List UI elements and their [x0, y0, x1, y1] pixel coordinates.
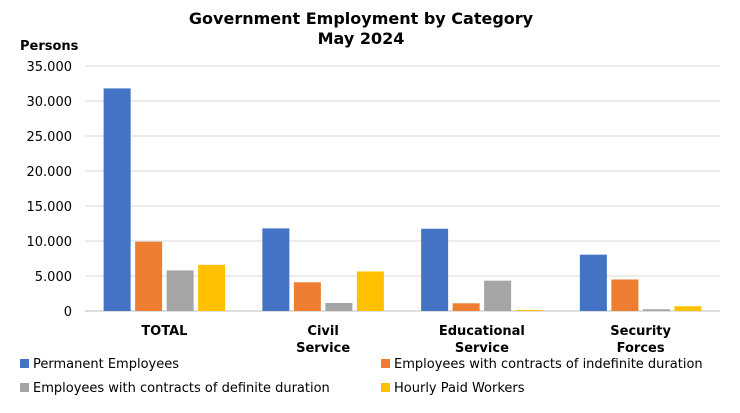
x-tick-label: Educational: [439, 324, 525, 339]
bar: [356, 271, 384, 311]
legend-swatch: [20, 359, 29, 368]
y-tick-label: 0: [64, 305, 72, 320]
bar: [103, 88, 131, 312]
bar: [674, 306, 702, 311]
chart-title-line: Government Employment by Category: [189, 9, 534, 28]
x-tick-label: Civil: [307, 324, 338, 339]
bar: [611, 279, 639, 311]
legend-label: Permanent Employees: [33, 357, 179, 372]
legend-swatch: [20, 383, 29, 392]
chart-title-line: May 2024: [318, 29, 405, 48]
x-tick-label: Service: [296, 341, 350, 356]
y-tick-label: 20.000: [27, 165, 73, 180]
y-tick-label: 35.000: [27, 60, 73, 75]
x-tick-label: Security: [610, 324, 671, 339]
legend-swatch: [381, 359, 390, 368]
legend-swatch: [381, 383, 390, 392]
y-tick-label: 30.000: [27, 95, 73, 110]
bar: [293, 282, 321, 311]
x-tick-label: TOTAL: [141, 324, 187, 339]
y-tick-label: 10.000: [27, 235, 73, 250]
x-tick-label: Service: [455, 341, 509, 356]
legend-label: Employees with contracts of indefinite d…: [394, 357, 703, 372]
bar: [325, 302, 353, 311]
y-tick-label: 15.000: [27, 200, 73, 215]
bar: [421, 228, 449, 311]
y-tick-label: 5.000: [35, 270, 72, 285]
bar: [579, 254, 607, 311]
x-tick-label: Forces: [617, 341, 665, 356]
bar: [484, 280, 512, 311]
y-tick-label: 25.000: [27, 130, 73, 145]
bar: [515, 309, 543, 311]
bar: [198, 264, 226, 311]
bar: [135, 241, 163, 311]
y-axis-label: Persons: [20, 39, 79, 54]
bar: [452, 303, 480, 311]
bar: [642, 309, 670, 311]
bar: [262, 228, 290, 311]
bar: [166, 270, 194, 311]
legend-label: Hourly Paid Workers: [394, 381, 525, 396]
legend-label: Employees with contracts of definite dur…: [33, 381, 330, 396]
